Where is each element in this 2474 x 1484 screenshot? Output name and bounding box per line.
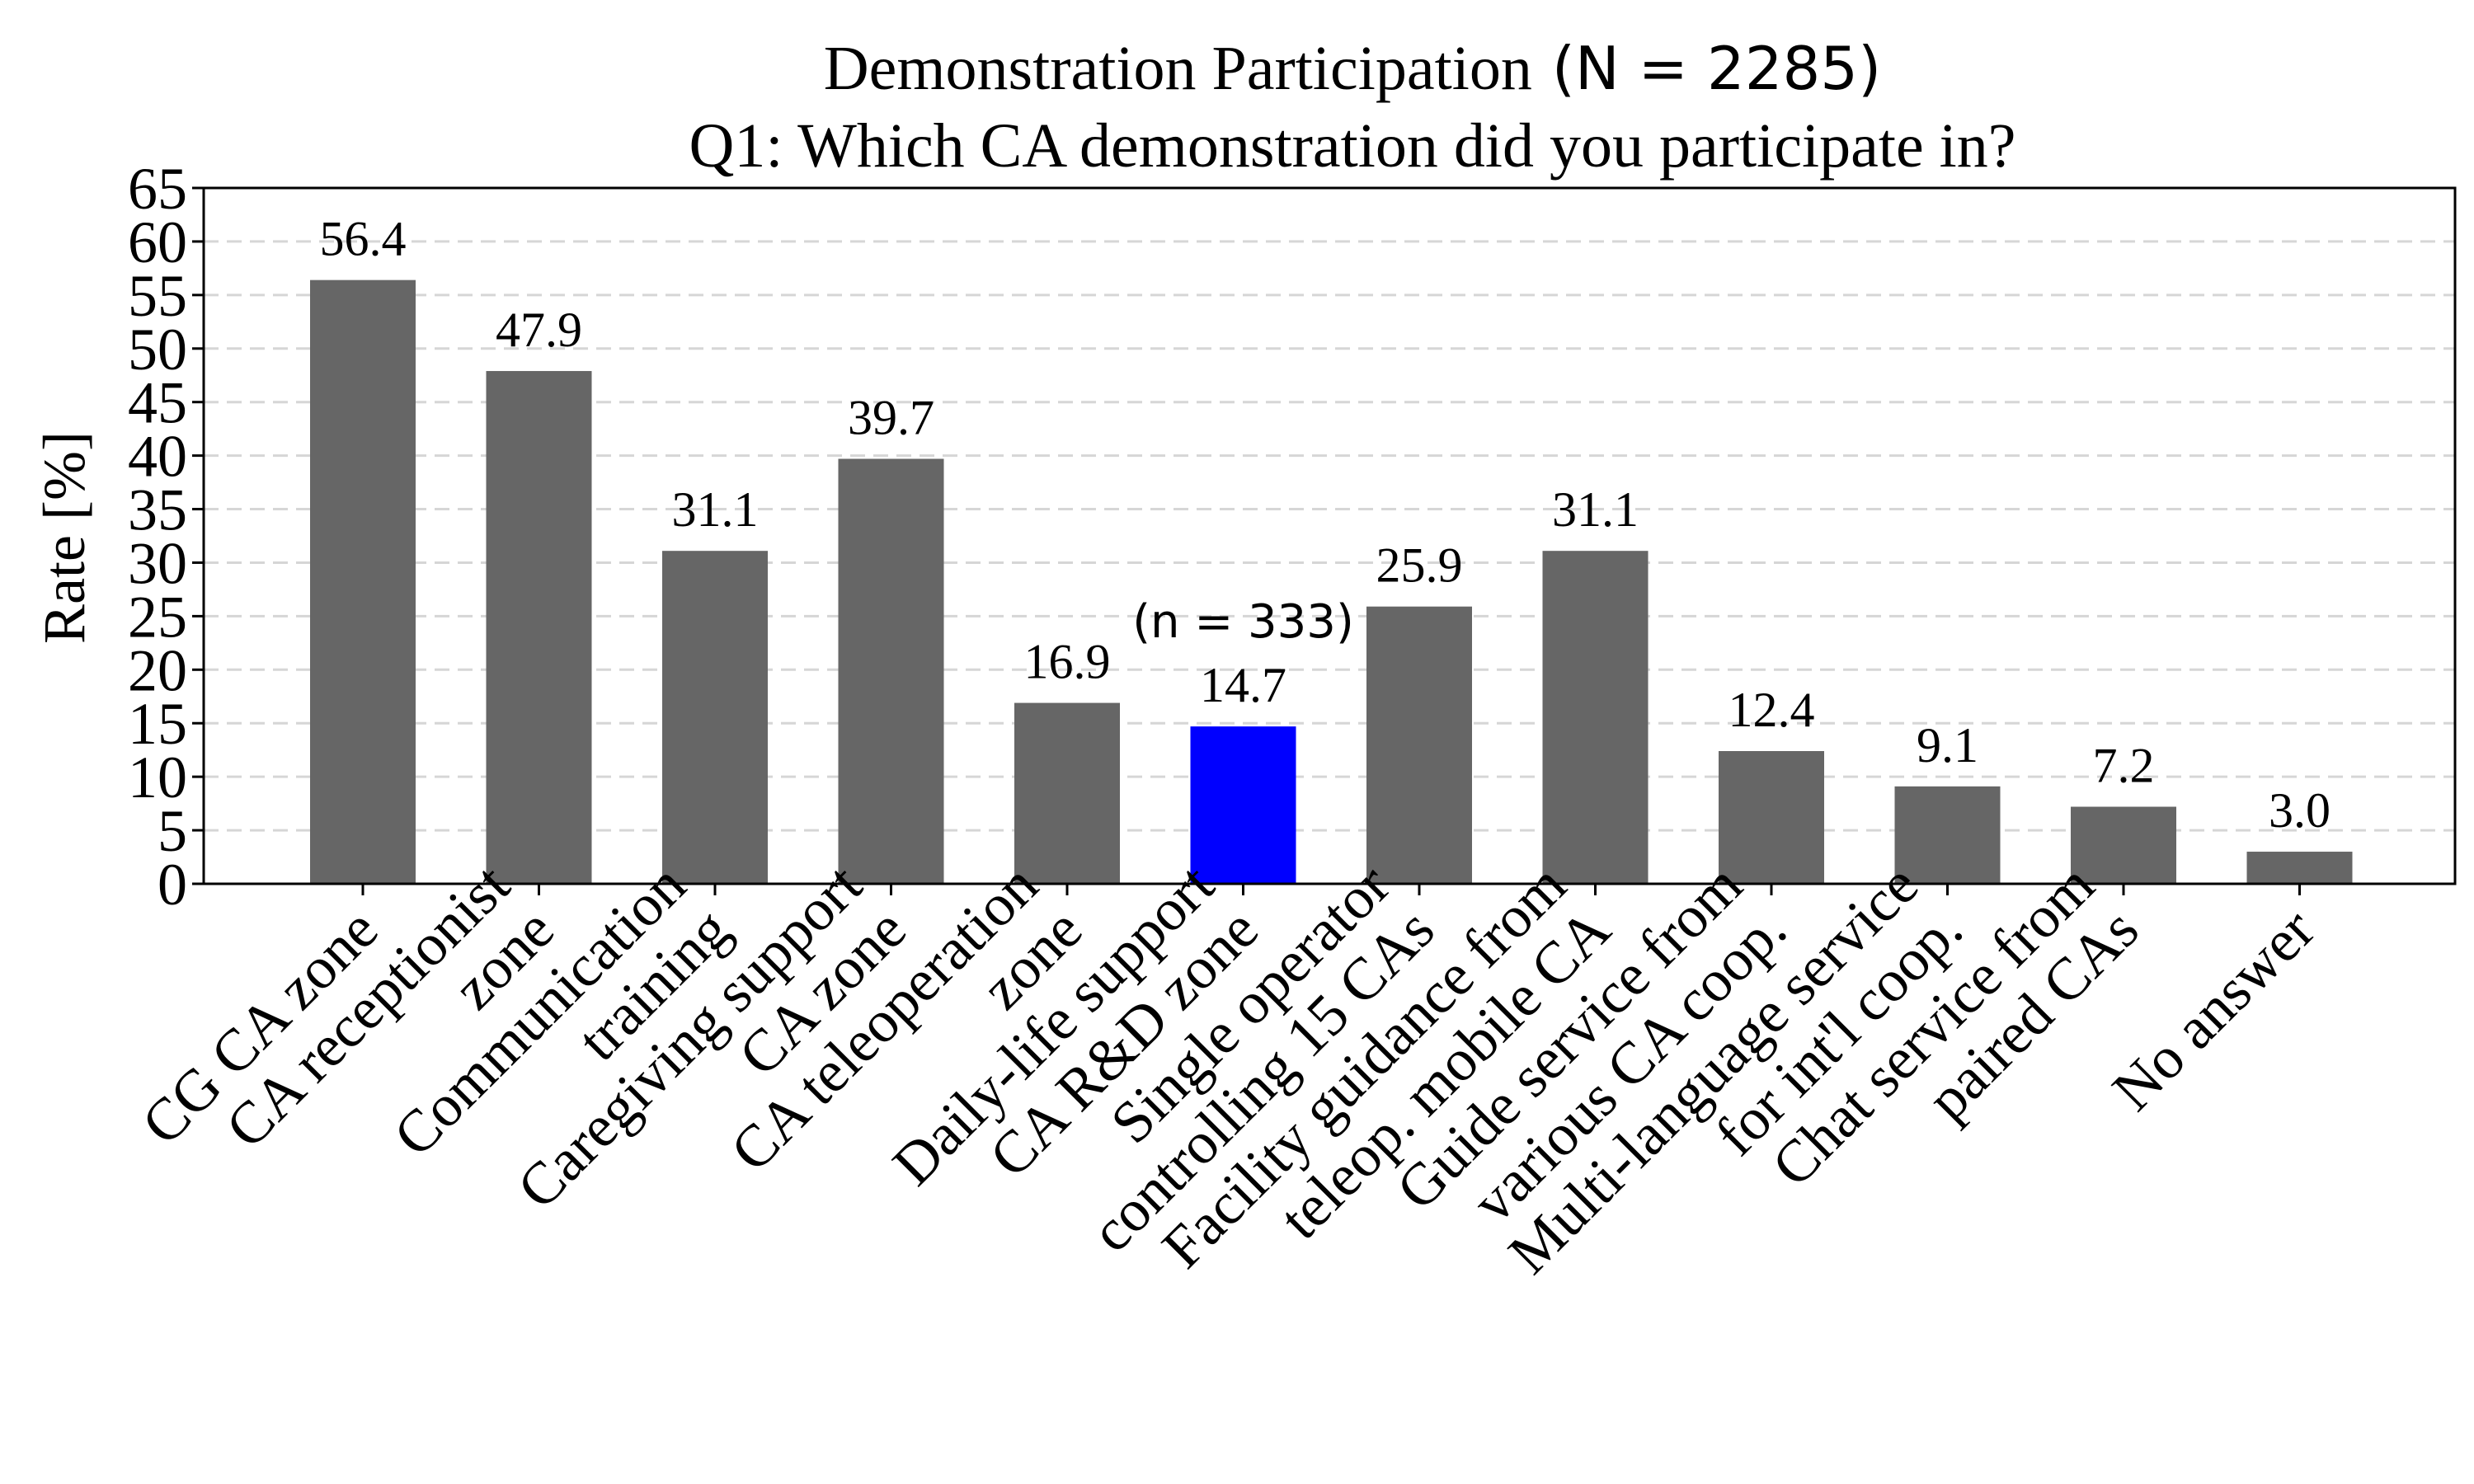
- bar: [1719, 750, 1824, 884]
- bar: [1014, 702, 1120, 884]
- data-label: 56.4: [320, 212, 407, 266]
- y-tick-label: 10: [128, 744, 187, 810]
- subgroup-size-annotation: (n = 333): [1132, 595, 1354, 649]
- data-label: 16.9: [1024, 635, 1111, 689]
- value-labels: 56.4 47.9 31.1 39.7 16.9 14.7 25.9 31.1 12.4 9.1 7…: [320, 212, 2331, 838]
- y-tick-label: 15: [128, 691, 187, 757]
- y-tick-label: 60: [128, 209, 187, 275]
- data-label: 39.7: [848, 391, 934, 445]
- y-tick-label: 40: [128, 424, 187, 490]
- bar: [2246, 852, 2353, 884]
- y-tick-label: 20: [128, 637, 187, 703]
- bar: [1366, 606, 1472, 884]
- chart-title: Demonstration Participation (N = 2285): [824, 34, 1881, 103]
- data-label: 47.9: [496, 303, 582, 357]
- data-label: 14.7: [1200, 658, 1286, 712]
- annotations: (n = 333): [1132, 595, 1354, 649]
- y-tick-label: 35: [128, 477, 187, 543]
- data-label: 9.1: [1917, 718, 1978, 773]
- bar: [1894, 786, 2001, 884]
- y-tick-label: 0: [158, 852, 187, 918]
- data-label: 3.0: [2269, 783, 2331, 838]
- y-tick-label: 5: [158, 798, 187, 864]
- y-tick-label: 50: [128, 317, 187, 383]
- chart-subtitle: Q1: Which CA demonstration did you parti…: [689, 111, 2015, 181]
- bar: [838, 458, 944, 884]
- data-label: 31.1: [672, 482, 759, 537]
- y-tick-label: 55: [128, 263, 187, 329]
- y-axis-label: Rate [%]: [31, 431, 97, 644]
- data-label: 31.1: [1552, 482, 1639, 537]
- bar: [1190, 726, 1296, 884]
- chart-title-text: Demonstration Participation: [824, 34, 1532, 103]
- plot-frame: [202, 186, 2457, 885]
- bar: [2071, 806, 2176, 884]
- bar: [662, 551, 768, 884]
- bar: [486, 371, 592, 884]
- chart-title-sample-size: (N = 2285): [1552, 34, 1881, 103]
- y-tick-label: 25: [128, 584, 187, 650]
- svg-text:Demonstration Participation: Demonstration Participation (N = 2285): [824, 34, 1881, 103]
- y-tick-label: 30: [128, 530, 187, 596]
- y-tick-label: 45: [128, 370, 187, 436]
- data-label: 12.4: [1729, 683, 1815, 737]
- bar: [310, 279, 416, 884]
- data-label: 7.2: [2093, 739, 2155, 793]
- data-label: 25.9: [1376, 538, 1463, 593]
- y-tick-label: 65: [128, 156, 187, 222]
- bar: [1542, 551, 1649, 884]
- bar-series: [310, 279, 2353, 884]
